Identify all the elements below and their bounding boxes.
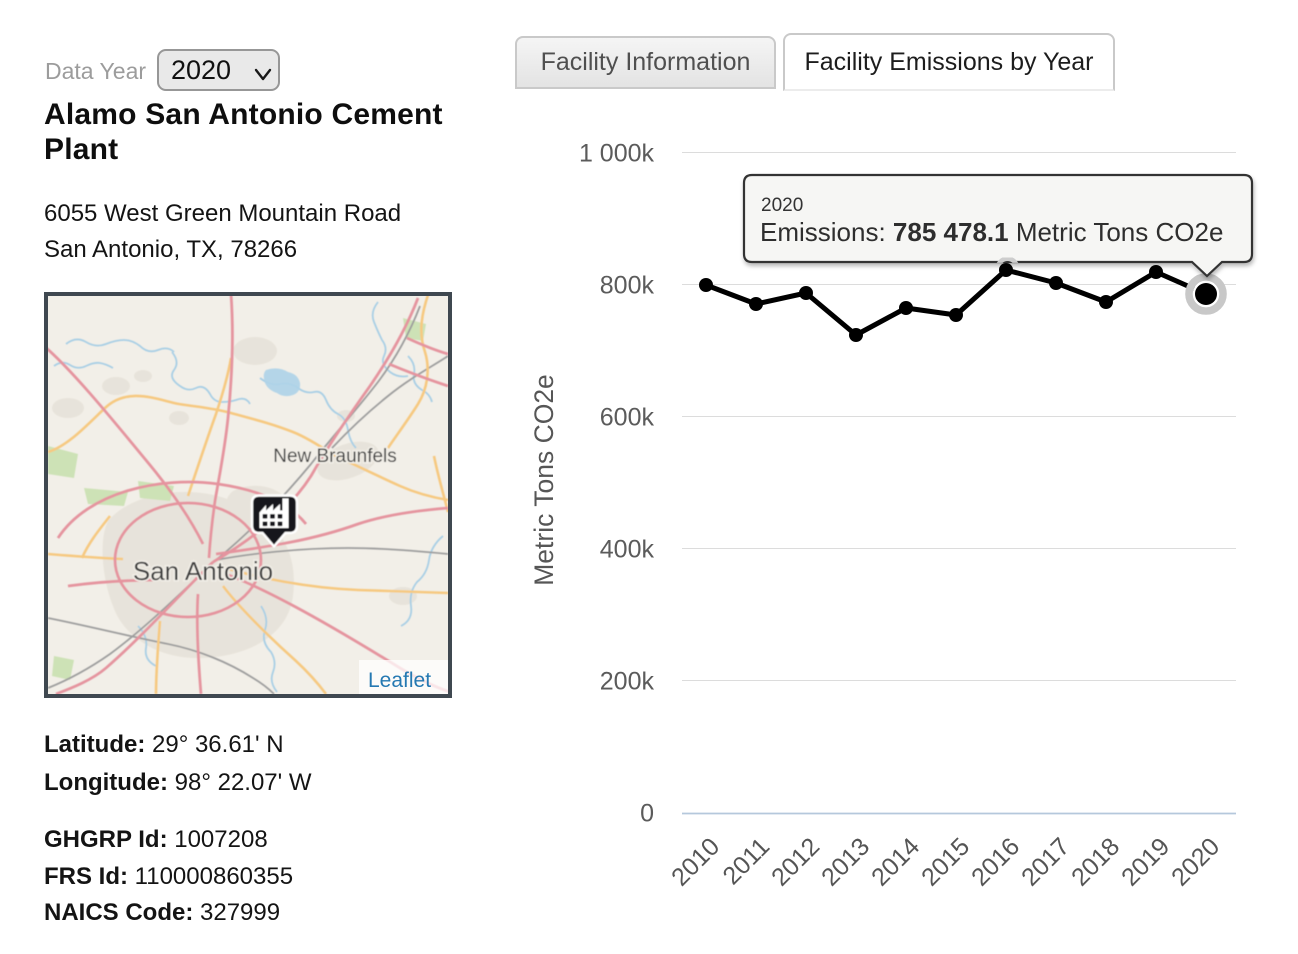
svg-text:2013: 2013 <box>816 832 875 891</box>
svg-text:Leaflet: Leaflet <box>368 669 431 692</box>
svg-text:200k: 200k <box>600 668 655 696</box>
svg-text:Emissions: 785 478.1 Metric To: Emissions: 785 478.1 Metric Tons CO2e <box>760 217 1223 247</box>
svg-text:2014: 2014 <box>866 832 925 891</box>
svg-text:San Antonio: San Antonio <box>133 556 273 586</box>
svg-text:2018: 2018 <box>1066 832 1125 891</box>
svg-text:2010: 2010 <box>666 832 725 891</box>
svg-text:2017: 2017 <box>1016 832 1075 891</box>
svg-text:2012: 2012 <box>766 832 825 891</box>
svg-text:0: 0 <box>640 800 654 828</box>
svg-text:2020: 2020 <box>1166 832 1225 891</box>
svg-text:2019: 2019 <box>1116 832 1175 891</box>
svg-text:New Braunfels: New Braunfels <box>273 446 397 467</box>
svg-text:800k: 800k <box>600 272 655 300</box>
svg-text:1 000k: 1 000k <box>579 140 655 168</box>
svg-text:2015: 2015 <box>916 832 975 891</box>
svg-text:400k: 400k <box>600 536 655 564</box>
svg-text:2011: 2011 <box>717 832 775 890</box>
svg-text:600k: 600k <box>600 404 655 432</box>
svg-text:2016: 2016 <box>966 832 1025 891</box>
svg-text:Metric Tons CO2e: Metric Tons CO2e <box>529 374 559 586</box>
svg-text:2020: 2020 <box>761 195 803 216</box>
